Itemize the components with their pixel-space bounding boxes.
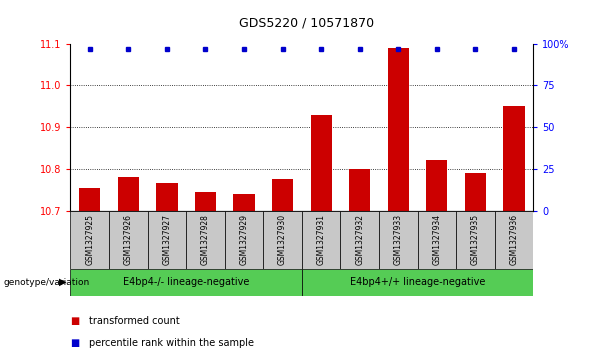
Text: GSM1327932: GSM1327932 bbox=[356, 214, 364, 265]
Text: ■: ■ bbox=[70, 338, 80, 348]
Text: transformed count: transformed count bbox=[89, 316, 180, 326]
FancyBboxPatch shape bbox=[148, 211, 186, 269]
FancyBboxPatch shape bbox=[225, 211, 264, 269]
Text: GSM1327928: GSM1327928 bbox=[201, 214, 210, 265]
Text: ▶: ▶ bbox=[59, 277, 67, 287]
Bar bbox=[311, 114, 332, 211]
Bar bbox=[195, 192, 216, 211]
Text: percentile rank within the sample: percentile rank within the sample bbox=[89, 338, 254, 348]
Text: GSM1327925: GSM1327925 bbox=[85, 214, 94, 265]
Text: GSM1327934: GSM1327934 bbox=[432, 214, 441, 265]
Bar bbox=[118, 177, 139, 211]
FancyBboxPatch shape bbox=[456, 211, 495, 269]
Bar bbox=[79, 188, 101, 211]
Text: GSM1327936: GSM1327936 bbox=[509, 214, 519, 265]
Text: genotype/variation: genotype/variation bbox=[3, 278, 89, 287]
Text: GSM1327931: GSM1327931 bbox=[317, 214, 326, 265]
FancyBboxPatch shape bbox=[70, 211, 109, 269]
FancyBboxPatch shape bbox=[379, 211, 417, 269]
Bar bbox=[465, 173, 486, 211]
FancyBboxPatch shape bbox=[186, 211, 225, 269]
Text: GSM1327933: GSM1327933 bbox=[394, 214, 403, 265]
Text: GSM1327927: GSM1327927 bbox=[162, 214, 172, 265]
FancyBboxPatch shape bbox=[264, 211, 302, 269]
FancyBboxPatch shape bbox=[417, 211, 456, 269]
Bar bbox=[156, 183, 178, 211]
Text: GSM1327930: GSM1327930 bbox=[278, 214, 287, 265]
FancyBboxPatch shape bbox=[302, 269, 533, 296]
FancyBboxPatch shape bbox=[340, 211, 379, 269]
FancyBboxPatch shape bbox=[109, 211, 148, 269]
FancyBboxPatch shape bbox=[70, 269, 302, 296]
Text: E4bp4+/+ lineage-negative: E4bp4+/+ lineage-negative bbox=[350, 277, 485, 287]
Text: GSM1327935: GSM1327935 bbox=[471, 214, 480, 265]
Text: GSM1327929: GSM1327929 bbox=[240, 214, 248, 265]
Bar bbox=[387, 48, 409, 211]
FancyBboxPatch shape bbox=[495, 211, 533, 269]
FancyBboxPatch shape bbox=[302, 211, 340, 269]
Text: ■: ■ bbox=[70, 316, 80, 326]
Bar bbox=[272, 179, 293, 211]
Bar bbox=[503, 106, 525, 211]
Text: E4bp4-/- lineage-negative: E4bp4-/- lineage-negative bbox=[123, 277, 249, 287]
Text: GDS5220 / 10571870: GDS5220 / 10571870 bbox=[239, 16, 374, 29]
Bar bbox=[349, 169, 370, 211]
Bar bbox=[234, 194, 254, 211]
Bar bbox=[426, 160, 447, 211]
Text: GSM1327926: GSM1327926 bbox=[124, 214, 133, 265]
